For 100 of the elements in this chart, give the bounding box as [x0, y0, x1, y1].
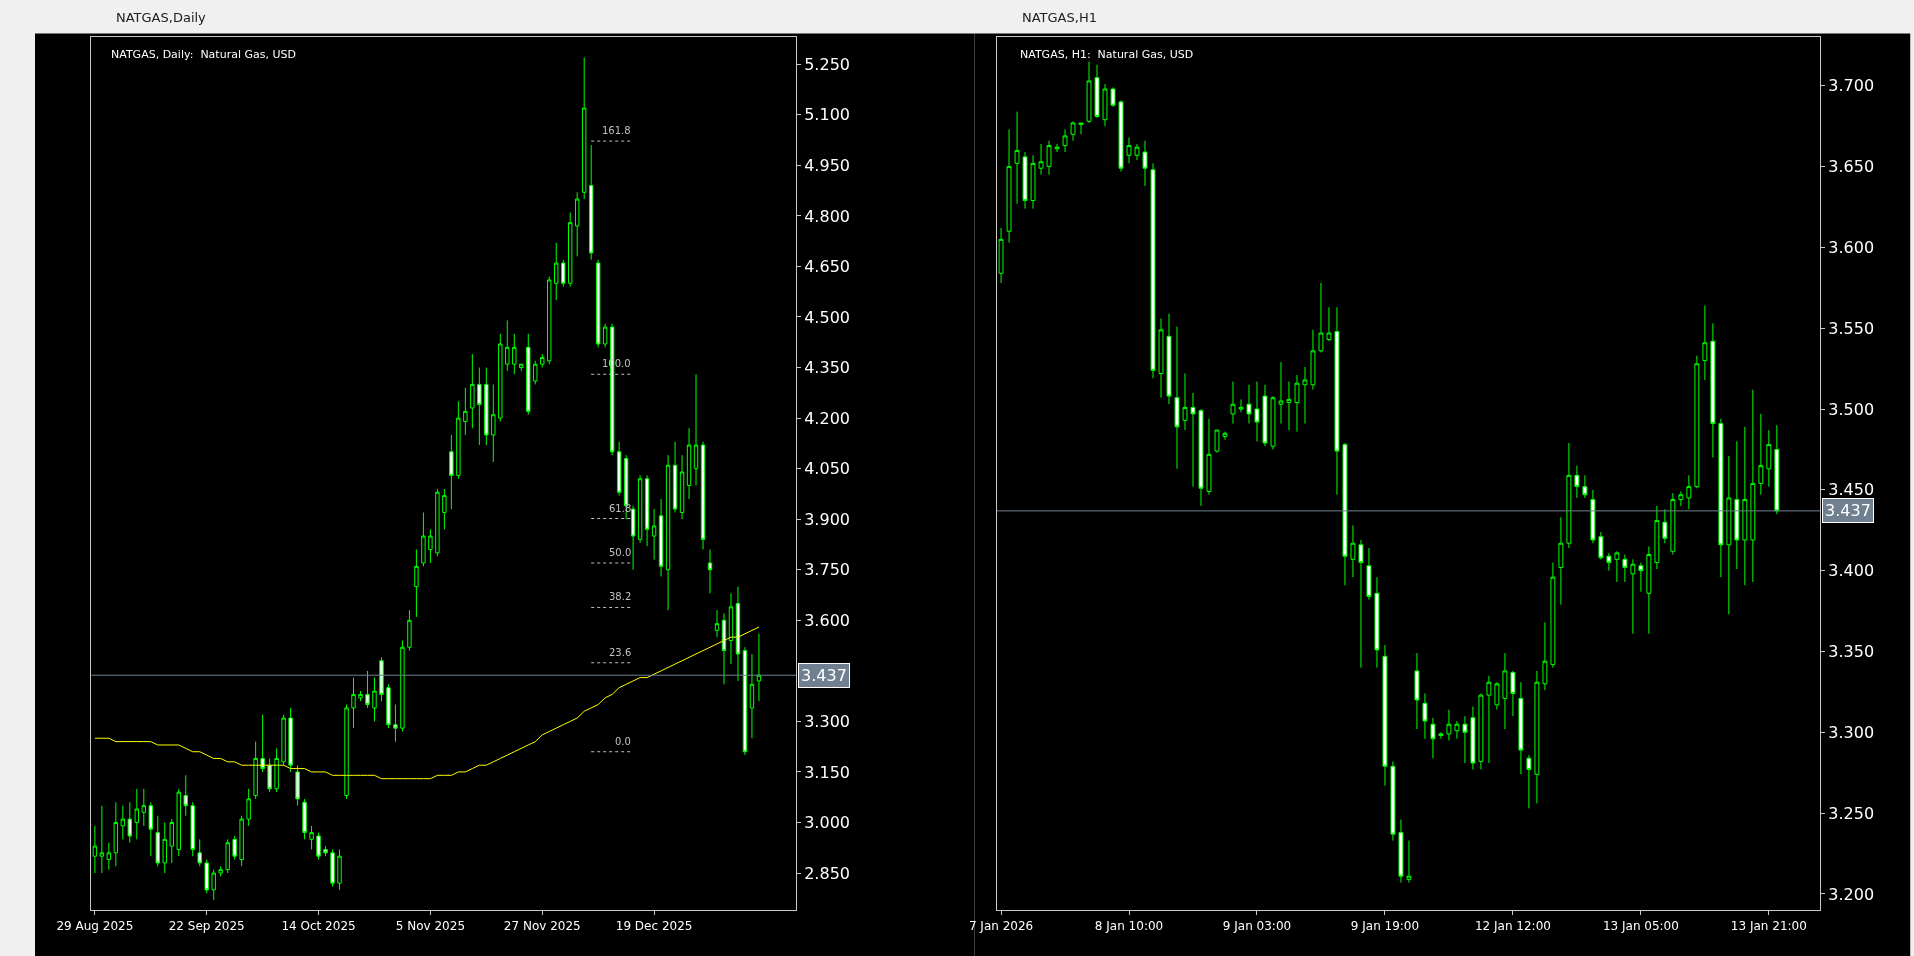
y-tick-label: 3.350 — [1828, 642, 1875, 662]
chart-title: NATGAS,Daily — [116, 10, 207, 25]
candlestick — [1718, 418, 1724, 578]
candlestick — [407, 609, 412, 652]
candlestick — [239, 815, 244, 867]
y-tick-label: 3.750 — [804, 560, 851, 580]
candlestick — [1198, 408, 1204, 507]
candlestick — [1366, 547, 1372, 601]
x-tick-label: 5 Nov 2025 — [395, 918, 466, 933]
candlestick — [1662, 508, 1668, 544]
candlestick — [365, 670, 370, 709]
candlestick — [246, 788, 251, 827]
candlestick — [998, 227, 1004, 284]
candlestick — [1598, 531, 1604, 560]
candlestick — [749, 653, 755, 739]
candlestick — [197, 838, 202, 867]
y-tick-label: 3.900 — [804, 509, 851, 529]
y-tick-label: 3.300 — [1828, 722, 1875, 742]
candlestick — [693, 373, 699, 486]
candlestick — [379, 656, 384, 702]
y-tick-label: 3.600 — [804, 610, 851, 630]
candlestick — [1014, 111, 1020, 205]
candlestick — [274, 747, 279, 793]
candlestick — [162, 821, 167, 874]
candlestick — [1094, 64, 1100, 119]
candlestick — [113, 801, 119, 867]
x-tick-label: 8 Jan 10:00 — [1094, 918, 1164, 933]
candlestick — [1158, 318, 1164, 399]
y-tick-label: 3.250 — [1828, 803, 1875, 823]
candlestick — [679, 454, 685, 520]
candlestick — [1542, 621, 1548, 691]
candlestick — [1182, 372, 1188, 431]
y-tick-label: 3.500 — [1828, 399, 1875, 419]
candlestick — [1606, 552, 1612, 572]
candlestick — [1462, 715, 1468, 764]
candlestick — [1358, 539, 1364, 669]
candlestick — [351, 677, 356, 729]
candlestick — [1302, 366, 1308, 425]
candlestick — [183, 774, 188, 817]
candlestick — [742, 646, 748, 756]
x-tick-label: 9 Jan 03:00 — [1222, 918, 1292, 933]
candlestick — [337, 848, 342, 891]
candlestick — [1414, 652, 1420, 730]
candlestick — [330, 848, 335, 888]
candlestick — [316, 832, 321, 861]
candlestick — [1038, 143, 1044, 176]
candlestick — [1734, 440, 1740, 570]
candlestick — [1286, 381, 1292, 431]
candlestick — [1022, 151, 1028, 210]
y-tick-label: 3.650 — [1828, 157, 1875, 177]
candlestick — [1774, 424, 1780, 515]
candlestick — [526, 333, 531, 416]
candlestick — [686, 427, 692, 500]
candlestick — [344, 704, 349, 800]
candlestick — [505, 319, 510, 372]
candlestick — [721, 613, 727, 685]
candlestick — [106, 842, 112, 871]
x-tick-label: 13 Jan 21:00 — [1730, 918, 1807, 933]
candlestick — [393, 704, 398, 743]
candlestick — [477, 367, 482, 446]
y-tick-label: 3.200 — [1828, 884, 1875, 904]
candlestick — [519, 363, 524, 372]
candlestick — [218, 865, 223, 877]
candlestick — [1150, 162, 1156, 379]
candlestick — [421, 511, 426, 567]
candlestick — [456, 400, 461, 480]
x-tick-label: 7 Jan 2026 — [968, 918, 1034, 933]
candlestick — [1710, 322, 1716, 459]
chart-title: NATGAS,H1 — [1022, 10, 1097, 25]
candlestick — [1102, 83, 1108, 127]
y-tick-label: 3.150 — [804, 762, 851, 782]
candlestick — [616, 441, 622, 497]
series-label: 23.6 — [609, 647, 632, 658]
candlestick — [1510, 670, 1516, 717]
candlestick — [1670, 492, 1676, 556]
candlestick — [1590, 489, 1596, 544]
candlestick — [665, 454, 671, 611]
candlestick — [1766, 429, 1772, 488]
candlestick — [1422, 693, 1428, 740]
candlestick — [735, 586, 741, 682]
series-label: 38.2 — [609, 591, 632, 602]
candlestick — [484, 367, 489, 446]
series-label: 50.0 — [609, 547, 632, 558]
candlestick — [1118, 99, 1124, 172]
candlestick — [637, 474, 643, 544]
candlestick — [1206, 418, 1212, 496]
candlestick — [651, 508, 657, 561]
text: NATGAS, Daily: Natural Gas, USD — [111, 48, 296, 61]
candlestick — [1310, 329, 1316, 391]
candlestick — [1062, 128, 1068, 153]
candlestick — [1214, 429, 1220, 454]
candlestick — [1534, 670, 1540, 804]
candlestick — [442, 488, 447, 530]
candlestick — [1686, 474, 1692, 510]
candlestick — [1630, 558, 1636, 635]
candlestick — [1614, 550, 1620, 583]
candlestick — [92, 825, 98, 874]
y-tick-label: 4.950 — [804, 155, 851, 175]
candlestick — [176, 788, 181, 857]
candlestick — [428, 528, 433, 564]
